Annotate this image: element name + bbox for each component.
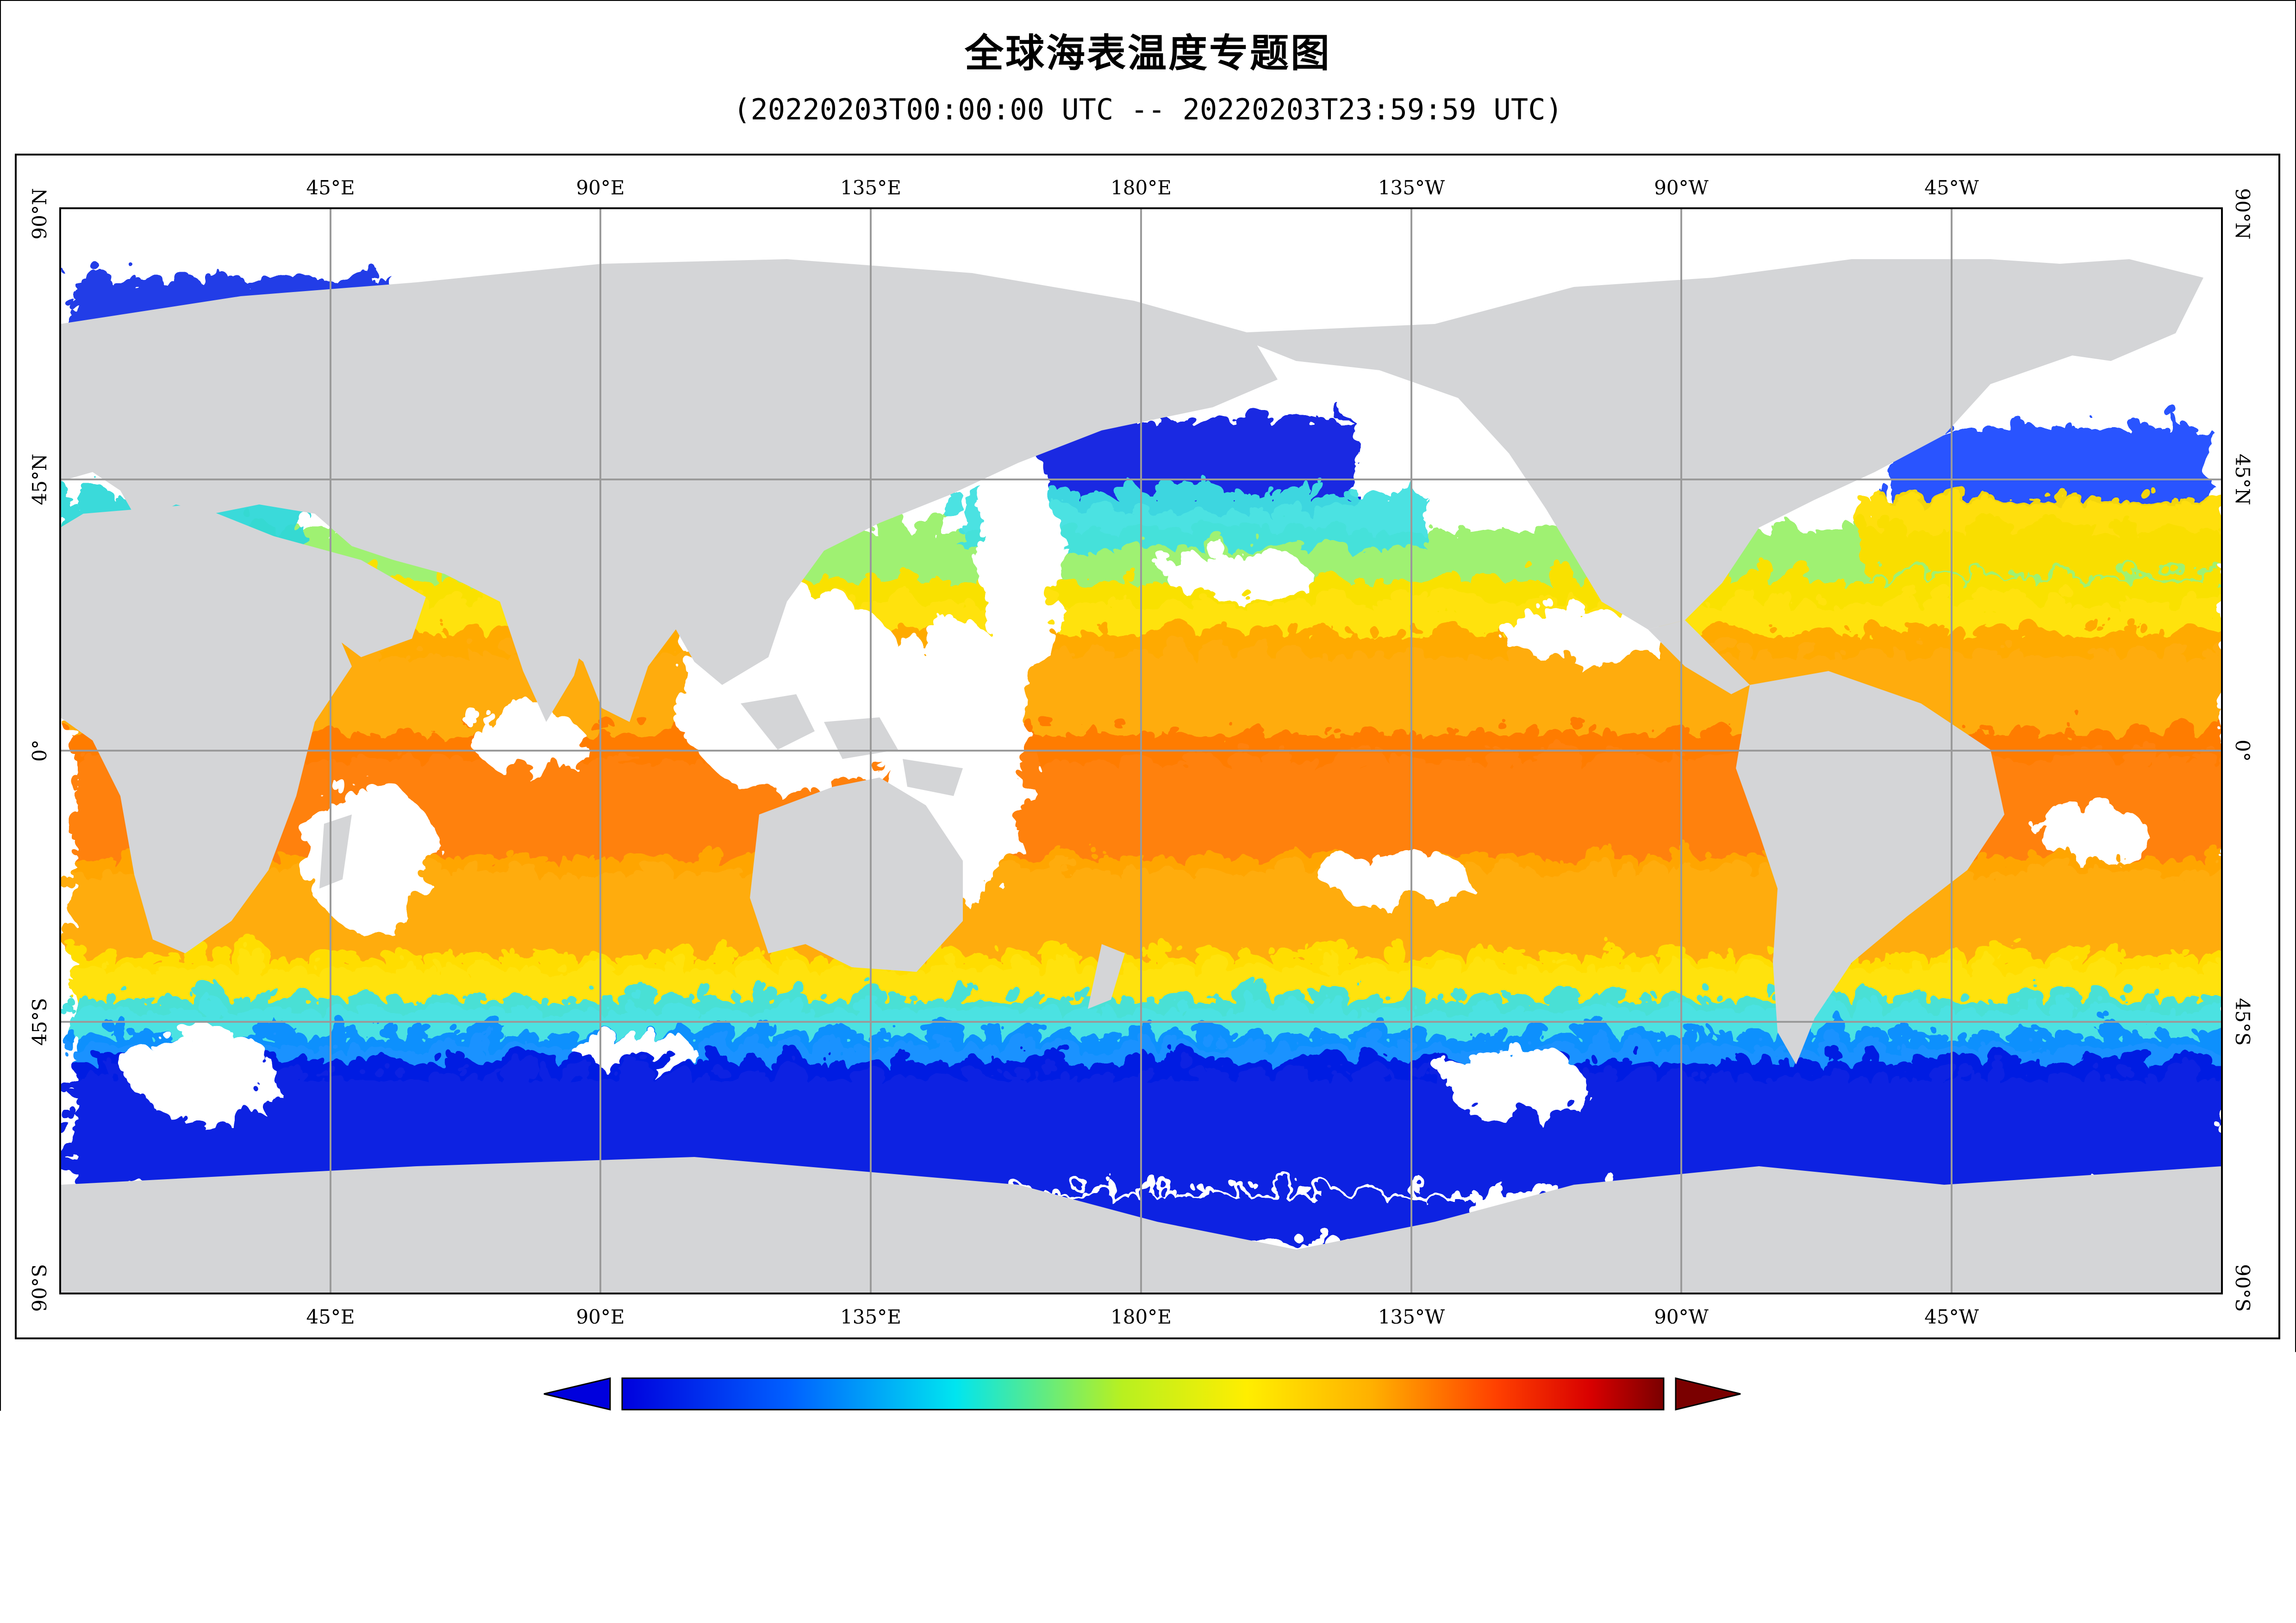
producer-value: 国家卫星海洋应用中心	[272, 1493, 513, 1521]
top-lon-label-45e: 45°E	[306, 176, 355, 199]
legend-tick-label: 28	[1426, 1421, 1456, 1448]
right-lat-label-45n: 45°N	[2231, 454, 2254, 505]
producer-line: 制图单位:国家卫星海洋应用中心	[168, 1487, 513, 1522]
bottom-lon-label-45w: 45°W	[1924, 1306, 1979, 1328]
bottom-longitude-labels: 45°E 90°E 135°E 180°E 135°W 90°W 45°W	[306, 1306, 1979, 1328]
production-date-label: 制图时间:	[168, 1567, 272, 1594]
left-latitude-labels: 90°N 45°N 0° 45°S 90°S	[28, 188, 51, 1312]
satellite-value: HY-1C	[1965, 1493, 2041, 1521]
right-lat-label-90s: 90°S	[2231, 1264, 2254, 1312]
sensor-label: 传 感 器:	[1861, 1567, 1957, 1594]
national-satellite-ocean-application-service-logo	[36, 1490, 147, 1601]
satellite-label: 卫星名称:	[1861, 1493, 1965, 1521]
legend-tick-label: 22	[1261, 1421, 1291, 1448]
right-latitude-labels: 90°N 45°N 0° 45°S 90°S	[2231, 188, 2254, 1312]
sensor-value: OCT	[1957, 1567, 2011, 1594]
map-area	[60, 208, 2222, 1293]
right-lat-label-0: 0°	[2231, 740, 2254, 762]
bottom-lon-label-45e: 45°E	[306, 1306, 355, 1328]
left-lat-label-90s: 90°S	[28, 1264, 51, 1312]
bottom-lon-label-135e: 135°E	[840, 1306, 901, 1328]
crs-line: 坐标系:CGCS2000	[1096, 1487, 1310, 1522]
producer-label: 制图单位:	[168, 1493, 272, 1521]
crs-label: 坐标系:	[1096, 1493, 1177, 1521]
bottom-lon-label-180e: 180°E	[1111, 1306, 1172, 1328]
legend-tick-label: -2	[627, 1421, 649, 1448]
top-lon-label-135w: 135°W	[1378, 176, 1445, 199]
top-lon-label-135e: 135°E	[840, 176, 901, 199]
top-lon-label-90e: 90°E	[576, 176, 624, 199]
right-lat-label-90n: 90°N	[2231, 188, 2254, 239]
bottom-lon-label-90w: 90°W	[1654, 1306, 1709, 1328]
bottom-lon-label-135w: 135°W	[1378, 1306, 1445, 1328]
left-lat-label-0: 0°	[28, 740, 51, 762]
left-lat-label-45n: 45°N	[28, 454, 51, 505]
scale-value: 1:100,000,000	[1177, 1567, 1353, 1594]
left-lat-label-45s: 45°S	[28, 998, 51, 1045]
legend-tick-label: 4	[773, 1421, 787, 1448]
sst-color-legend	[544, 1378, 1741, 1410]
legend-low-arrow	[544, 1378, 610, 1410]
left-lat-label-90n: 90°N	[28, 188, 51, 239]
legend-color-bar	[622, 1378, 1664, 1410]
scale-line: 比例尺:1:100,000,000	[1096, 1561, 1353, 1595]
legend-high-arrow	[1676, 1378, 1741, 1410]
top-lon-label-45w: 45°W	[1924, 176, 1979, 199]
production-date-value: 2022年02月04日	[272, 1567, 467, 1594]
right-lat-label-45s: 45°S	[2231, 998, 2254, 1045]
sensor-line: 传 感 器:OCT	[1861, 1561, 2011, 1595]
bottom-lon-label-90e: 90°E	[576, 1306, 624, 1328]
top-lon-label-180e: 180°E	[1111, 176, 1172, 199]
legend-tick-label: ≥35(℃)	[1603, 1421, 1696, 1448]
crs-value: CGCS2000	[1177, 1493, 1310, 1521]
top-longitude-labels: 45°E 90°E 135°E 180°E 135°W 90°W 45°W	[306, 176, 1979, 199]
production-date-line: 制图时间:2022年02月04日	[168, 1561, 467, 1595]
legend-tick-label: 10	[936, 1421, 965, 1448]
top-lon-label-90w: 90°W	[1654, 176, 1709, 199]
legend-tick-label: 16	[1099, 1421, 1129, 1448]
scale-label: 比例尺:	[1096, 1567, 1177, 1594]
satellite-line: 卫星名称:HY-1C	[1861, 1487, 2041, 1522]
